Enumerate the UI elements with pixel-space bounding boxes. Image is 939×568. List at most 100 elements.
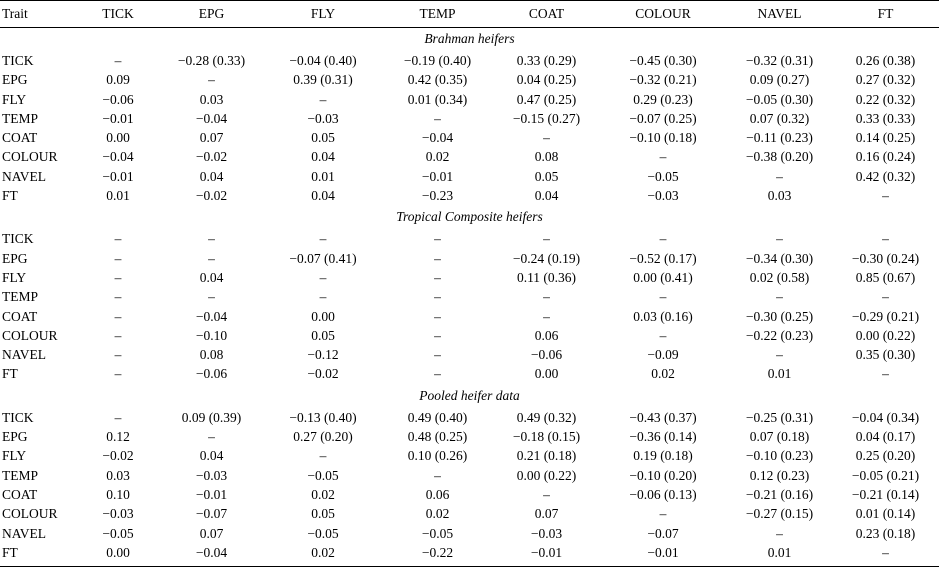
cell-ft: –	[882, 289, 889, 305]
cell-coat: −0.24 (0.19)	[512, 250, 581, 266]
cell-colour: –	[659, 231, 667, 247]
cell-tick: –	[114, 308, 122, 324]
cell-navel: −0.21 (0.16)	[745, 486, 814, 502]
cell-coat: 0.00	[534, 366, 559, 382]
cell-tick: –	[114, 347, 122, 363]
cell-temp: –	[434, 366, 441, 382]
cell-epg: −0.01	[195, 486, 228, 502]
cell-coat: −0.01	[530, 544, 563, 560]
header-cell-epg: EPG	[198, 6, 225, 21]
cell-ft: 0.42 (0.32)	[855, 168, 916, 184]
bottom-rule	[0, 566, 939, 567]
row-trait-label: EPG	[2, 72, 28, 88]
table-row: NAVEL −0.05 0.07 −0.05 −0.05 −0.03 −0.07 – 0.23 …	[0, 524, 939, 543]
cell-fly: 0.02	[311, 486, 335, 502]
cell-coat: –	[543, 130, 550, 146]
cell-colour: 0.02	[651, 366, 675, 382]
cell-navel: −0.25 (0.31)	[745, 409, 814, 425]
row-trait-label: FT	[2, 366, 18, 382]
cell-colour: 0.03 (0.16)	[633, 308, 693, 324]
cell-navel: −0.30 (0.25)	[745, 308, 814, 324]
cell-navel: 0.02 (0.58)	[749, 269, 810, 285]
cell-fly: –	[319, 269, 327, 285]
cell-navel: 0.09 (0.27)	[749, 72, 810, 88]
row-trait-label: TICK	[2, 53, 34, 68]
table-row: COLOUR −0.04 −0.02 0.04 0.02 0.08 – −0.38 (0.20…	[0, 147, 939, 166]
cell-epg: −0.10	[195, 327, 228, 343]
cell-navel: −0.05 (0.30)	[745, 91, 814, 107]
cell-colour: −0.01	[647, 544, 679, 560]
cell-coat: 0.05	[534, 168, 559, 184]
cell-colour: −0.03	[647, 188, 679, 204]
cell-tick: −0.05	[102, 525, 134, 541]
cell-fly: 0.05	[311, 130, 335, 146]
cell-colour: −0.36 (0.14)	[629, 429, 697, 445]
cell-ft: 0.33 (0.33)	[855, 110, 916, 126]
cell-temp: 0.01 (0.34)	[407, 91, 468, 107]
cell-fly: 0.02	[311, 544, 335, 560]
cell-colour: −0.32 (0.21)	[629, 72, 697, 88]
cell-ft: 0.01 (0.14)	[855, 506, 916, 522]
cell-colour: −0.07	[647, 525, 679, 541]
header-cell-temp: TEMP	[419, 6, 456, 21]
cell-tick: 0.00	[106, 544, 130, 560]
cell-temp: –	[434, 110, 441, 126]
cell-colour: 0.00 (0.41)	[633, 269, 693, 285]
cell-navel: –	[776, 347, 783, 363]
header-cell-colour: COLOUR	[635, 6, 691, 21]
table-row: FT – −0.06 −0.02 – 0.00 0.02 0.01 –	[0, 364, 939, 383]
cell-temp: −0.01	[421, 168, 454, 184]
cell-epg: −0.03	[195, 467, 228, 483]
cell-tick: 0.00	[106, 130, 130, 146]
cell-temp: 0.02	[425, 149, 450, 165]
cell-navel: –	[776, 168, 783, 184]
header-cell-fly: FLY	[310, 6, 336, 21]
cell-epg: −0.28 (0.33)	[177, 53, 246, 68]
row-trait-label: FLY	[2, 91, 27, 107]
cell-navel: −0.27 (0.15)	[745, 506, 814, 522]
top-rule	[0, 0, 939, 1]
cell-tick: –	[114, 409, 122, 425]
row-trait-label: TEMP	[2, 110, 39, 126]
row-trait-label: COAT	[2, 486, 38, 502]
row-trait-label: TEMP	[2, 467, 39, 483]
cell-coat: 0.06	[534, 327, 559, 343]
cell-colour: −0.10 (0.18)	[629, 130, 697, 146]
cell-ft: −0.04 (0.34)	[851, 409, 920, 425]
cell-fly: −0.13 (0.40)	[289, 409, 357, 425]
row-trait-label: TICK	[2, 409, 34, 425]
cell-epg: 0.08	[199, 347, 224, 363]
table-row: TICK – – – – – – – –	[0, 229, 939, 248]
row-trait-label: TEMP	[2, 289, 39, 305]
cell-fly: 0.05	[311, 506, 335, 522]
table-row: FT 0.01 −0.02 0.04 −0.23 0.04 −0.03 0.03 –	[0, 186, 939, 205]
cell-temp: 0.48 (0.25)	[407, 429, 468, 445]
cell-tick: –	[114, 53, 122, 68]
row-trait-label: FLY	[2, 448, 27, 464]
table-row: COAT 0.00 0.07 0.05 −0.04 – −0.10 (0.18) −0.11 …	[0, 128, 939, 147]
cell-navel: 0.12 (0.23)	[749, 467, 810, 483]
cell-navel: 0.03	[767, 188, 792, 204]
cell-epg: –	[208, 72, 215, 88]
table-row: EPG 0.12 – 0.27 (0.20) 0.48 (0.25) −0.18 (0.1…	[0, 427, 939, 446]
cell-epg: –	[208, 289, 215, 305]
cell-epg: 0.03	[199, 91, 224, 107]
cell-fly: –	[319, 289, 327, 305]
table-row: TICK – −0.28 (0.33) −0.04 (0.40) −0.19 (0.40…	[0, 51, 939, 70]
section-heading-row: Tropical Composite heifers	[0, 205, 939, 229]
row-trait-label: FLY	[2, 269, 27, 285]
cell-tick: 0.03	[106, 467, 130, 483]
cell-epg: –	[208, 250, 215, 266]
table-row: COLOUR −0.03 −0.07 0.05 0.02 0.07 – −0.27 (0.15…	[0, 504, 939, 523]
cell-temp: −0.04	[421, 130, 454, 146]
header-row: Trait TICK EPG FLY TEMP COAT COLOUR NAVE…	[0, 0, 939, 27]
cell-ft: 0.25 (0.20)	[855, 448, 916, 464]
cell-colour: −0.43 (0.37)	[629, 409, 697, 425]
row-trait-label: EPG	[2, 429, 28, 445]
cell-epg: 0.04	[199, 269, 224, 285]
cell-colour: −0.06 (0.13)	[629, 486, 697, 502]
row-trait-label: EPG	[2, 250, 28, 266]
cell-temp: −0.23	[421, 188, 454, 204]
cell-coat: −0.18 (0.15)	[512, 429, 581, 445]
cell-coat: –	[543, 486, 550, 502]
